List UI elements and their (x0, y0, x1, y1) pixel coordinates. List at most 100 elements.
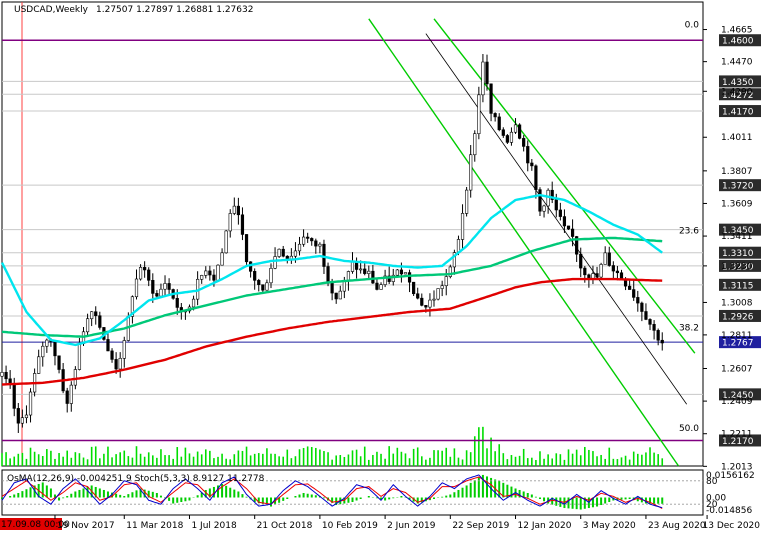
candle-body (73, 369, 77, 386)
candle-body (297, 243, 302, 252)
candle-body (534, 165, 538, 190)
candle-body (416, 293, 420, 299)
candle-body (554, 199, 558, 211)
candle-body (379, 284, 383, 290)
price-tick-label: 1.3411 (721, 232, 753, 242)
indicator-axis-20: 20 (706, 500, 718, 510)
candle-body (424, 305, 428, 308)
candle-body (575, 236, 579, 255)
candle-body (69, 384, 73, 404)
stoch-main-line (1, 474, 663, 509)
candle-body (513, 124, 518, 133)
candle-body (330, 283, 334, 294)
candle-body (0, 371, 4, 377)
price-level-box (719, 278, 761, 291)
fib-label: 0.0 (685, 21, 700, 31)
candle-body (485, 61, 489, 85)
candle-body (130, 296, 135, 317)
time-tick-label: 3 May 2020 (583, 521, 636, 531)
price-tick-label: 1.4290 (721, 87, 753, 97)
price-level-box (719, 434, 761, 447)
volume-bars (1, 426, 664, 466)
candle-body (204, 270, 208, 276)
trendlines (368, 18, 696, 467)
candle-body (90, 311, 94, 320)
candle-body (481, 61, 485, 96)
candle-body (428, 299, 432, 308)
stoch-signal-line (1, 476, 663, 509)
candle-body (45, 339, 49, 347)
candle-body (175, 298, 179, 308)
price-tick-label: 1.2013 (721, 462, 753, 472)
price-tick-label: 1.2211 (721, 430, 753, 440)
cursor-time-box (0, 518, 62, 530)
candle-body (465, 189, 469, 214)
price-level-label: 1.3720 (722, 182, 754, 192)
candle-body (138, 267, 143, 280)
candle-body (656, 330, 660, 341)
candle-body (338, 290, 342, 300)
price-level-label: 1.2926 (722, 312, 754, 322)
price-level-box (719, 34, 761, 47)
candle-body (134, 278, 139, 298)
candle-body (530, 162, 534, 167)
ohlc-label: 1.27507 1.27897 1.26881 1.27632 (96, 5, 253, 15)
ema-slow-line (1, 277, 663, 386)
candle-body (85, 318, 90, 333)
price-tick-label: 1.2607 (721, 364, 753, 374)
price-level-box (719, 179, 761, 192)
candle-body (371, 270, 375, 284)
price-tick-label: 1.3807 (721, 167, 753, 177)
candle-body (114, 359, 118, 370)
candle-body (293, 250, 298, 257)
candle-body (436, 288, 440, 300)
candle-body (236, 205, 240, 216)
candle-body (122, 340, 126, 359)
indicator-axis-top: 0.0156162 (706, 471, 755, 481)
candle-body (53, 341, 57, 357)
candle-body (583, 267, 587, 276)
candle-body (232, 205, 236, 214)
price-tick-label: 1.2409 (721, 397, 753, 407)
candle-body (281, 248, 285, 257)
candle-body (98, 315, 102, 328)
candle-body (383, 275, 387, 285)
candle-body (163, 283, 167, 290)
candle-body (599, 264, 603, 278)
candle-body (489, 83, 493, 114)
candle-body (375, 282, 379, 290)
candle-body (20, 417, 24, 424)
candles (0, 54, 664, 433)
time-tick-label: 12 Jan 2020 (518, 521, 572, 531)
candle-body (41, 345, 45, 358)
candle-body (301, 236, 306, 245)
price-tick-label: 1.4011 (721, 133, 753, 143)
candle-body (118, 358, 122, 370)
symbol-label: USDCAD,Weekly (14, 5, 89, 15)
cursor-time-label: 17.09.08 00:00 (1, 520, 70, 530)
chart-frame (1, 1, 704, 516)
indicator-axis-bottom: -0.014856 (706, 506, 752, 516)
candle-body (607, 252, 611, 266)
candle-body (440, 285, 444, 289)
fib-labels: 0.0 23.6 38.2 50.0 (679, 21, 699, 435)
candle-body (579, 253, 583, 269)
price-level-box (719, 388, 761, 401)
candle-body (550, 189, 554, 200)
candle-body (147, 269, 151, 281)
candle-body (566, 225, 571, 230)
price-level-box (719, 246, 761, 259)
price-level-box (719, 223, 761, 236)
candle-body (277, 248, 281, 257)
candle-body (420, 297, 424, 306)
candle-body (628, 285, 632, 290)
candle-body (526, 146, 530, 164)
candle-body (497, 116, 501, 131)
price-level-box (719, 75, 761, 88)
price-level-box (719, 259, 761, 272)
time-tick-label: 22 Sep 2019 (452, 521, 509, 531)
candle-body (216, 264, 220, 281)
